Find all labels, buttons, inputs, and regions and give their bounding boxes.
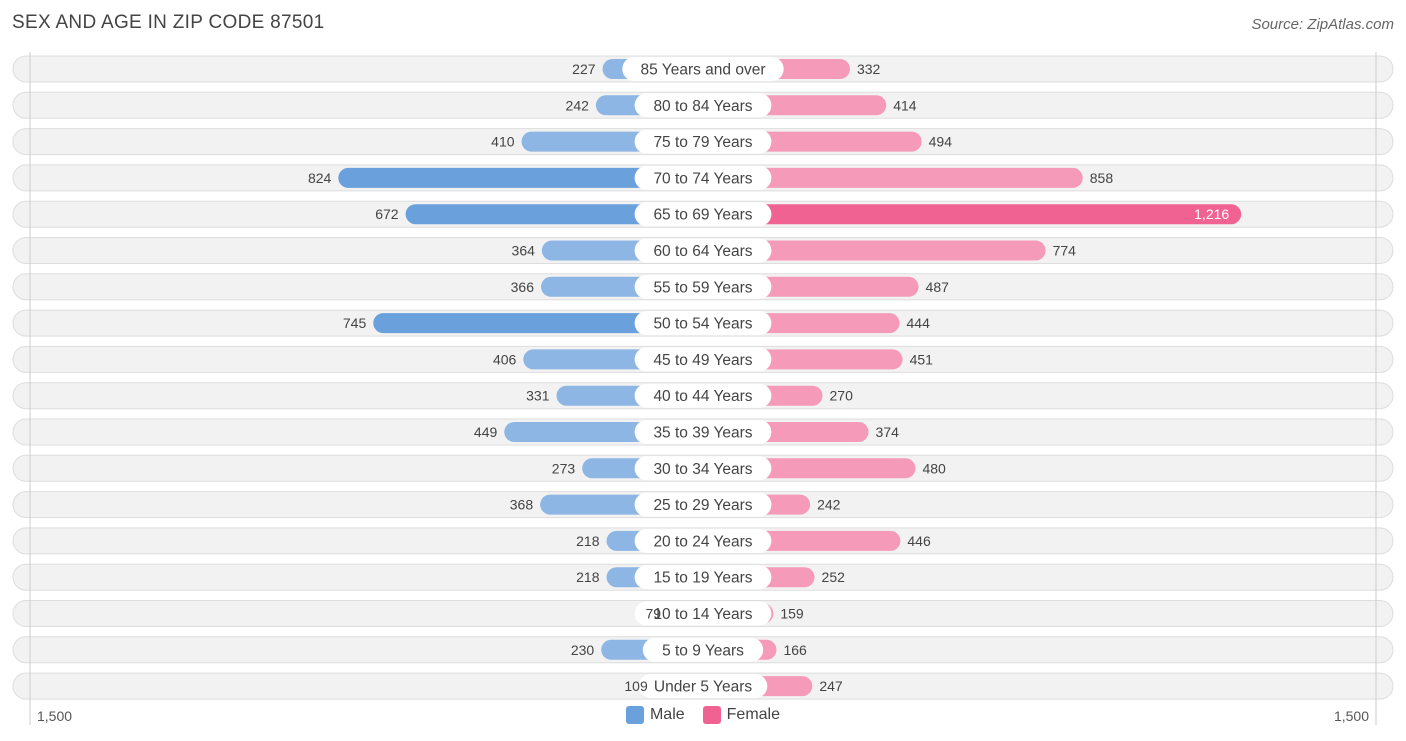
category-label: 20 to 24 Years bbox=[653, 533, 752, 550]
female-value-label: 487 bbox=[926, 279, 950, 295]
legend-item-female[interactable]: Female bbox=[702, 706, 781, 724]
category-label: 25 to 29 Years bbox=[653, 497, 752, 514]
category-label-bg bbox=[634, 565, 772, 590]
category-label: 40 to 44 Years bbox=[653, 388, 752, 405]
male-bar bbox=[338, 167, 703, 188]
category-label-bg bbox=[634, 238, 772, 263]
female-value-label: 774 bbox=[1053, 243, 1077, 259]
male-value-label: 368 bbox=[510, 497, 534, 513]
female-value-label: 451 bbox=[910, 351, 934, 367]
category-label-bg bbox=[634, 274, 772, 299]
category-label-bg bbox=[638, 674, 768, 699]
legend-item-male[interactable]: Male bbox=[625, 706, 685, 724]
female-value-label: 494 bbox=[929, 134, 953, 150]
axis-right-label: 1,500 bbox=[1333, 708, 1369, 724]
male-bar bbox=[373, 313, 703, 334]
male-value-label: 273 bbox=[552, 460, 576, 476]
category-label: 80 to 84 Years bbox=[653, 98, 752, 115]
category-label: 15 to 19 Years bbox=[653, 570, 752, 587]
category-label: 50 to 54 Years bbox=[653, 316, 752, 333]
male-value-label: 242 bbox=[566, 97, 590, 113]
category-label: 35 to 39 Years bbox=[653, 425, 752, 442]
male-value-label: 331 bbox=[526, 388, 550, 404]
legend-female-label: Female bbox=[726, 706, 781, 723]
male-value-label: 406 bbox=[493, 351, 517, 367]
male-value-label: 824 bbox=[308, 170, 332, 186]
female-value-label: 332 bbox=[857, 61, 881, 77]
female-value-label: 1,216 bbox=[1194, 206, 1229, 222]
category-label-bg bbox=[634, 347, 772, 372]
female-bar bbox=[703, 204, 1242, 225]
axis-left-label: 1,500 bbox=[37, 708, 73, 724]
category-label-bg bbox=[634, 492, 772, 517]
male-value-label: 218 bbox=[576, 569, 600, 585]
source-label: Source: ZipAtlas.com bbox=[1251, 16, 1394, 33]
category-label: 55 to 59 Years bbox=[653, 279, 752, 296]
category-label: 60 to 64 Years bbox=[653, 243, 752, 260]
category-label: 85 Years and over bbox=[641, 62, 766, 79]
category-label-bg bbox=[634, 165, 772, 190]
category-label: 10 to 14 Years bbox=[653, 606, 752, 623]
male-value-label: 366 bbox=[511, 279, 535, 295]
female-value-label: 446 bbox=[907, 533, 931, 549]
category-label-bg bbox=[622, 57, 784, 81]
category-label: 75 to 79 Years bbox=[653, 134, 752, 151]
category-label-bg bbox=[634, 456, 772, 481]
category-label: 65 to 69 Years bbox=[653, 207, 752, 224]
category-label-bg bbox=[634, 420, 772, 444]
male-value-label: 227 bbox=[572, 61, 596, 77]
male-value-label: 410 bbox=[491, 134, 515, 150]
female-value-label: 159 bbox=[780, 606, 804, 622]
male-swatch bbox=[625, 706, 644, 724]
female-value-label: 414 bbox=[893, 97, 917, 113]
female-value-label: 252 bbox=[822, 569, 846, 585]
female-value-label: 374 bbox=[876, 424, 900, 440]
female-value-label: 858 bbox=[1090, 170, 1114, 186]
category-label-bg bbox=[634, 528, 772, 553]
female-value-label: 444 bbox=[907, 315, 931, 331]
category-label-bg bbox=[634, 383, 772, 408]
category-label-bg bbox=[642, 637, 764, 662]
female-value-label: 270 bbox=[830, 388, 854, 404]
category-label-bg bbox=[634, 601, 772, 626]
category-label: 45 to 49 Years bbox=[653, 352, 752, 369]
category-label-bg bbox=[634, 93, 772, 118]
male-value-label: 364 bbox=[512, 243, 536, 259]
legend-male-label: Male bbox=[649, 706, 685, 723]
category-label: Under 5 Years bbox=[654, 679, 752, 696]
male-bar bbox=[405, 204, 703, 225]
category-label: 70 to 74 Years bbox=[653, 170, 752, 187]
category-label-bg bbox=[634, 311, 772, 336]
female-swatch bbox=[702, 706, 721, 724]
male-value-label: 449 bbox=[474, 424, 498, 440]
female-value-label: 247 bbox=[819, 678, 843, 694]
category-label: 5 to 9 Years bbox=[662, 642, 744, 659]
female-value-label: 480 bbox=[922, 460, 946, 476]
category-label-bg bbox=[634, 129, 772, 154]
male-value-label: 230 bbox=[571, 642, 595, 658]
female-value-label: 166 bbox=[783, 642, 807, 658]
legend: Male Female bbox=[0, 706, 1406, 724]
category-label: 30 to 34 Years bbox=[653, 461, 752, 478]
chart-title: SEX AND AGE IN ZIP CODE 87501 bbox=[12, 12, 325, 33]
female-bar bbox=[703, 167, 1083, 188]
female-value-label: 242 bbox=[817, 497, 841, 513]
female-bar bbox=[703, 240, 1046, 261]
male-value-label: 79 bbox=[645, 606, 661, 622]
male-value-label: 672 bbox=[375, 206, 399, 222]
male-value-label: 218 bbox=[576, 533, 600, 549]
category-label-bg bbox=[634, 202, 772, 227]
male-value-label: 745 bbox=[343, 315, 367, 331]
male-value-label: 109 bbox=[624, 678, 648, 694]
